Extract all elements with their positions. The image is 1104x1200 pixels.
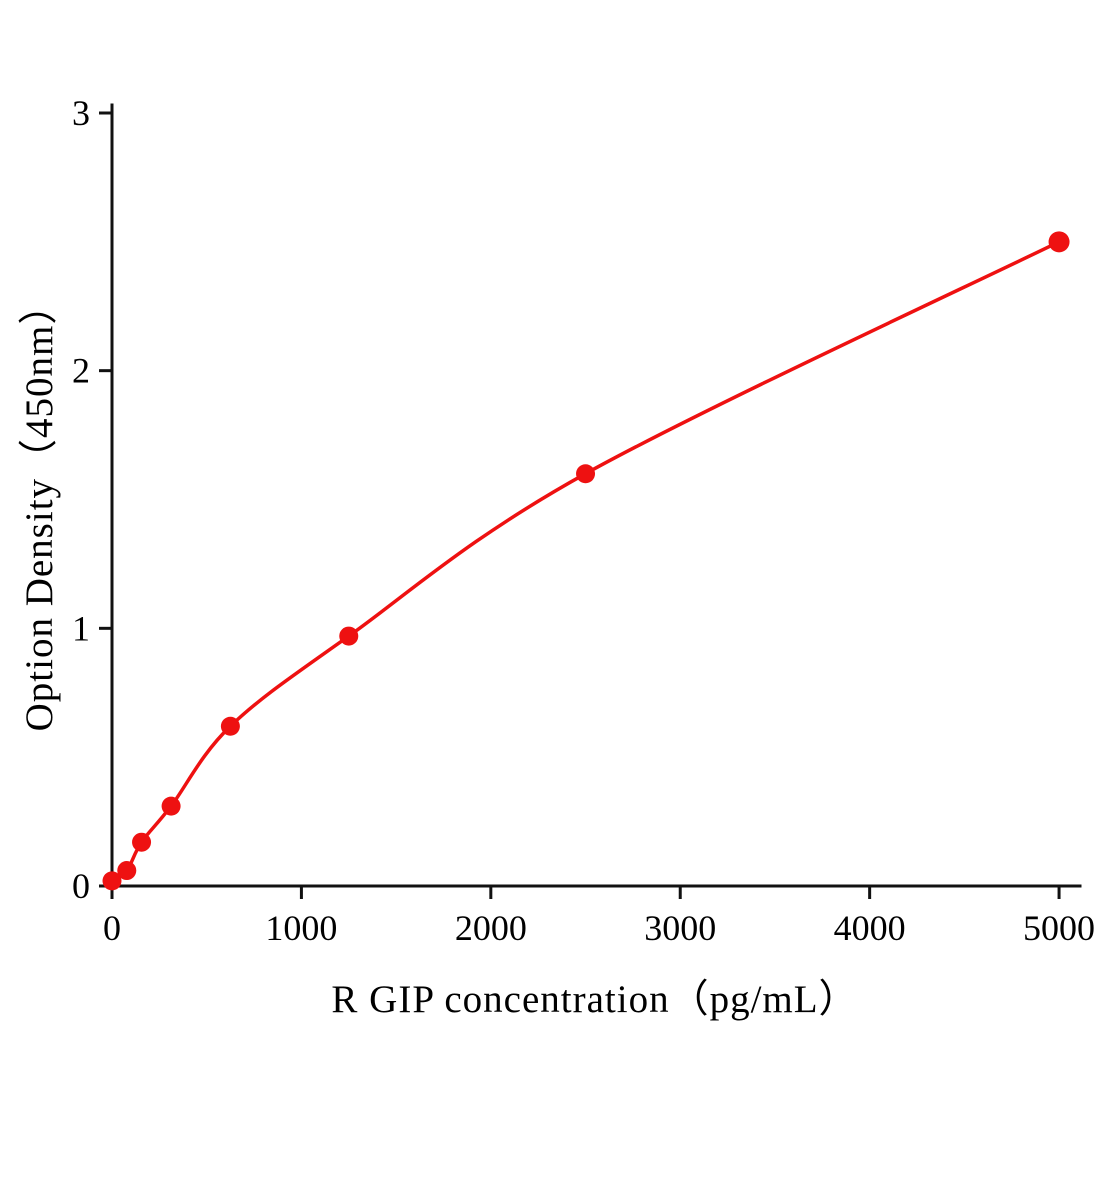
x-tick-label: 0 bbox=[103, 908, 121, 948]
data-point bbox=[132, 832, 152, 852]
y-tick-label: 2 bbox=[72, 351, 90, 391]
data-point bbox=[161, 796, 181, 816]
data-point bbox=[576, 464, 596, 484]
data-point bbox=[339, 626, 359, 646]
x-tick-label: 4000 bbox=[834, 908, 906, 948]
y-tick-label: 1 bbox=[72, 608, 90, 648]
y-tick-label: 3 bbox=[72, 93, 90, 133]
data-point bbox=[117, 861, 137, 881]
x-tick-label: 5000 bbox=[1023, 908, 1095, 948]
x-tick-label: 3000 bbox=[644, 908, 716, 948]
data-point bbox=[102, 871, 122, 891]
x-tick-label: 1000 bbox=[265, 908, 337, 948]
x-tick-label: 2000 bbox=[455, 908, 527, 948]
x-axis-title: R GIP concentration（pg/mL） bbox=[331, 978, 859, 1021]
standard-curve-line bbox=[111, 240, 1060, 883]
data-point bbox=[220, 716, 240, 736]
y-tick-label: 0 bbox=[72, 866, 90, 906]
data-point bbox=[1048, 231, 1070, 253]
